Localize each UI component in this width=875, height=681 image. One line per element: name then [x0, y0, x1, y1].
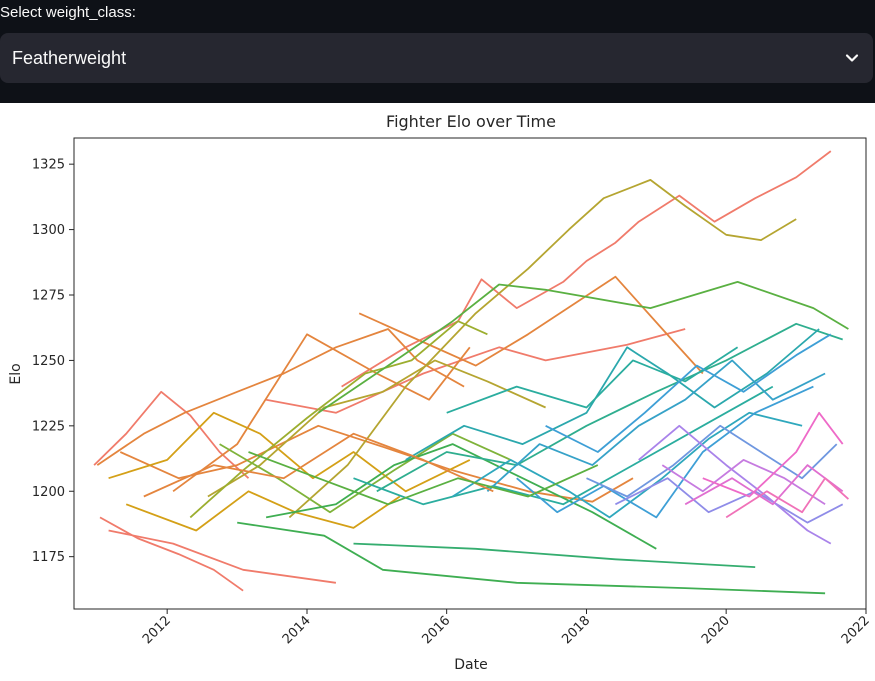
fighter-line-34	[446, 346, 739, 414]
fighter-line-24	[586, 424, 838, 498]
weight-class-selected-value: Featherweight	[12, 48, 127, 68]
fighter-line-15	[237, 521, 826, 595]
fighter-line-21	[452, 411, 803, 519]
fighter-line-4	[96, 328, 465, 466]
x-tick-label: 2022	[839, 613, 873, 647]
x-tick-label: 2012	[140, 613, 174, 647]
fighter-line-29	[702, 411, 844, 498]
fighter-line-5	[172, 333, 471, 493]
elo-chart: Fighter Elo over Time 2012 2014 2016 2018 20…	[8, 112, 873, 673]
fighter-line-23	[516, 385, 814, 519]
fighter-line-32	[143, 432, 494, 498]
plot-frame	[73, 137, 867, 610]
y-tick-label: 1200	[32, 485, 65, 500]
y-tick-label: 1325	[32, 158, 65, 173]
weight-class-label: Select weight_class:	[0, 4, 136, 21]
fighter-line-10	[288, 179, 797, 519]
fighter-line-18	[376, 322, 843, 493]
fighter-line-17	[353, 542, 756, 568]
x-tick-label: 2016	[419, 613, 453, 647]
fighter-line-9	[125, 490, 401, 532]
fighter-line-28	[684, 464, 844, 506]
y-axis-title: Elo	[8, 363, 24, 384]
fighter-line-14	[317, 280, 849, 414]
fighter-line-6	[358, 275, 704, 375]
fighter-line-33	[248, 451, 599, 506]
x-axis-title: Date	[454, 657, 487, 673]
fighter-line-13	[219, 432, 512, 514]
fighter-line-7	[119, 424, 634, 503]
selector-panel: Select weight_class: Featherweight	[0, 0, 875, 103]
y-axis-ticks: 1175 1200 1225 1250 1275 1300 1325	[32, 158, 74, 565]
fighter-line-1	[99, 516, 244, 592]
fighter-line-25	[614, 477, 844, 524]
x-tick-label: 2020	[699, 613, 733, 647]
y-tick-label: 1300	[32, 223, 65, 238]
x-axis-ticks: 2012 2014 2016 2018 2020 2022	[140, 609, 873, 647]
weight-class-select[interactable]: Featherweight	[0, 33, 873, 83]
chevron-down-icon[interactable]	[843, 49, 861, 67]
fighter-line-30	[725, 477, 850, 519]
fighter-line-27	[661, 458, 826, 506]
y-tick-label: 1175	[32, 550, 65, 565]
series-lines	[93, 150, 850, 595]
fighter-line-2	[341, 150, 832, 388]
fighter-line-0	[93, 390, 250, 479]
x-tick-label: 2018	[559, 613, 593, 647]
y-tick-label: 1225	[32, 419, 65, 434]
x-tick-label: 2014	[280, 613, 314, 647]
y-tick-label: 1275	[32, 289, 65, 304]
fighter-line-35	[545, 333, 832, 453]
fighter-line-19	[353, 385, 774, 506]
fighter-line-31	[108, 529, 337, 584]
fighter-line-20	[405, 328, 820, 461]
fighter-line-16	[265, 443, 657, 550]
fighter-line-22	[486, 359, 826, 492]
fighter-line-8	[108, 411, 471, 493]
fighter-line-26	[638, 424, 832, 545]
chart-title: Fighter Elo over Time	[386, 112, 556, 131]
fighter-line-11	[207, 359, 546, 498]
y-tick-label: 1250	[32, 354, 65, 369]
fighter-line-3	[265, 328, 686, 414]
